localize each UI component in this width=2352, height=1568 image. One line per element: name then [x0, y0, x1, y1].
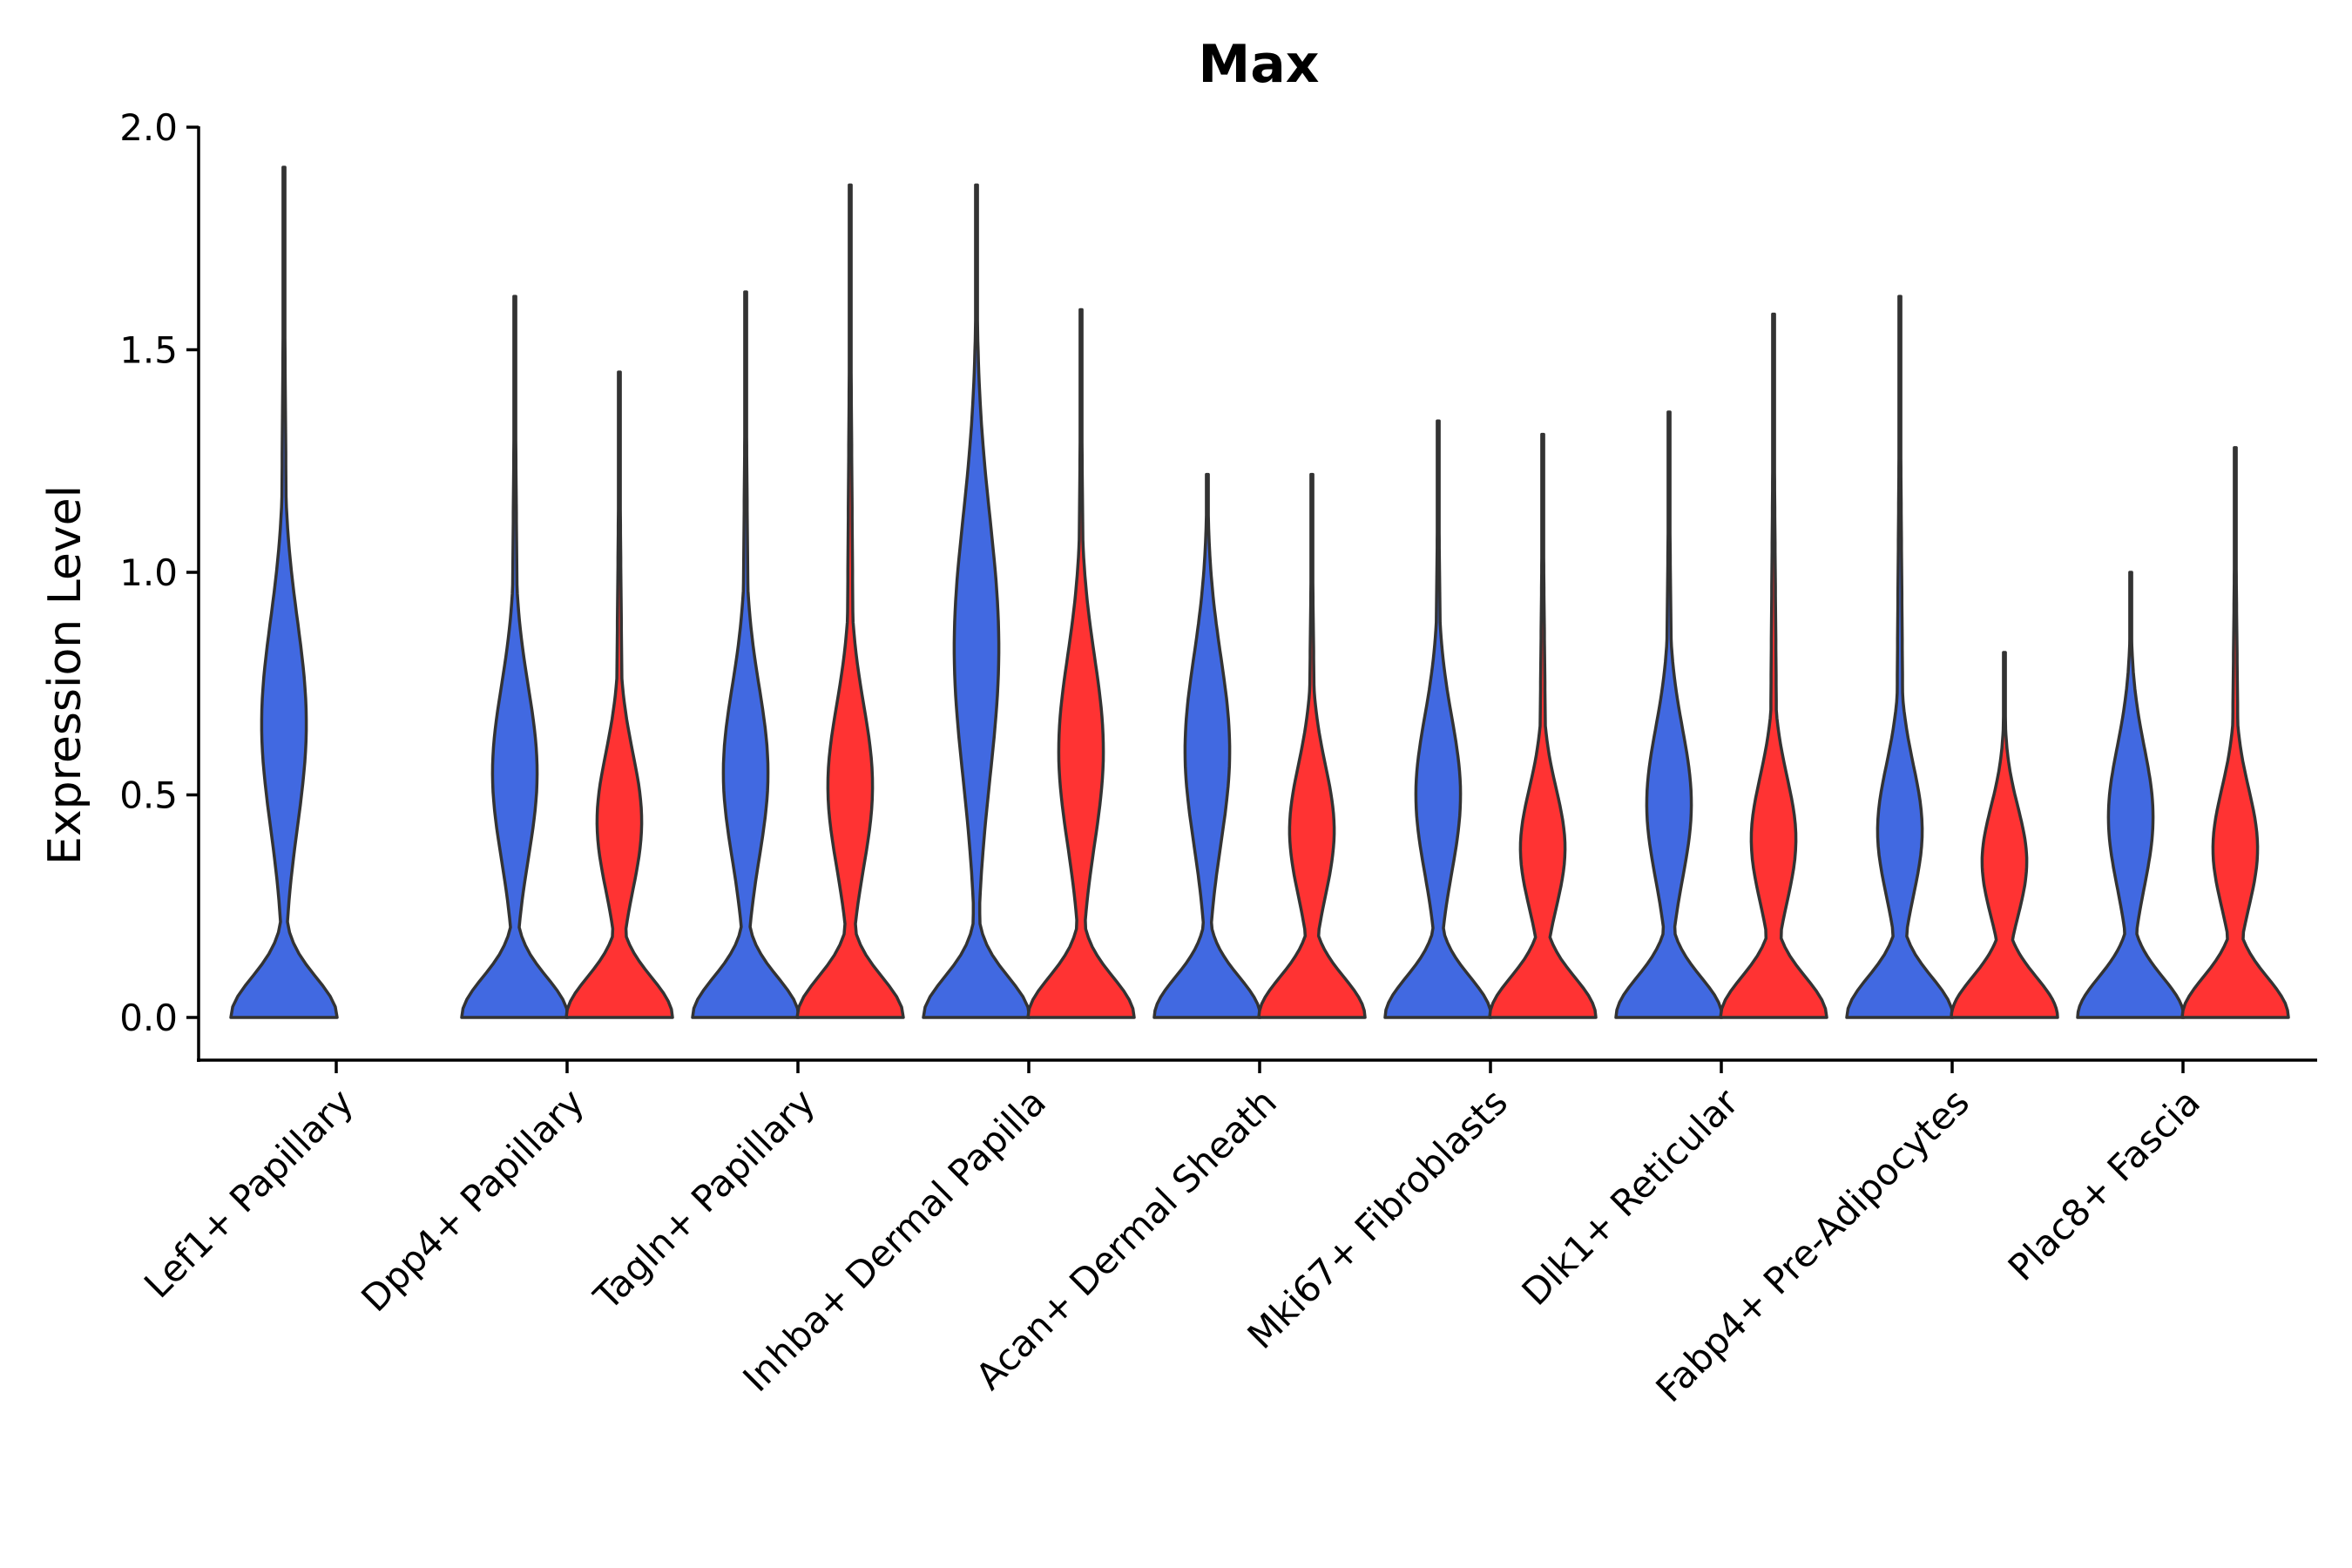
violin-group2-5: [1488, 432, 1598, 1019]
violin-group1-1: [460, 294, 570, 1019]
violins: [229, 166, 2290, 1019]
violin-group2-4: [1257, 472, 1367, 1019]
x-tick-label: Dpp4+ Papillary: [353, 1080, 592, 1320]
y-axis-label: Expression Level: [39, 485, 91, 865]
y-tick-label: 1.0: [119, 551, 178, 594]
x-tick-label: Lef1+ Papillary: [136, 1080, 362, 1306]
violin-group1-3: [922, 183, 1031, 1019]
y-tick-label: 2.0: [119, 106, 178, 149]
violin-group2-6: [1719, 312, 1828, 1019]
violin-group1-8: [2076, 571, 2186, 1019]
y-ticks: 0.0 0.5 1.0 1.5 2.0: [119, 106, 199, 1039]
axes: [197, 126, 2317, 1062]
x-tick-label: Plac8+ Fascia: [2000, 1080, 2208, 1288]
y-tick-label: 0.0: [119, 997, 178, 1039]
x-tick-label: Mki67+ Fibroblasts: [1240, 1080, 1516, 1356]
x-tick-label: Dlk1+ Reticular: [1514, 1080, 1747, 1314]
violin-group2-8: [2180, 446, 2290, 1019]
x-tick-label: Tagln+ Papillary: [585, 1080, 823, 1318]
violin-group1-0: [229, 166, 339, 1019]
violin-group2-2: [795, 183, 905, 1019]
violin-group2-3: [1026, 308, 1136, 1019]
violin-group1-5: [1383, 419, 1493, 1019]
violin-group1-6: [1614, 410, 1724, 1019]
violin-group1-2: [691, 290, 801, 1019]
chart-title: Max: [1199, 34, 1320, 95]
y-tick-label: 0.5: [119, 774, 178, 817]
violin-group2-7: [1950, 651, 2059, 1019]
violin-group1-7: [1845, 294, 1955, 1019]
violin-group2-1: [564, 370, 674, 1019]
violin-group1-4: [1152, 472, 1262, 1019]
y-tick-label: 1.5: [119, 329, 178, 372]
